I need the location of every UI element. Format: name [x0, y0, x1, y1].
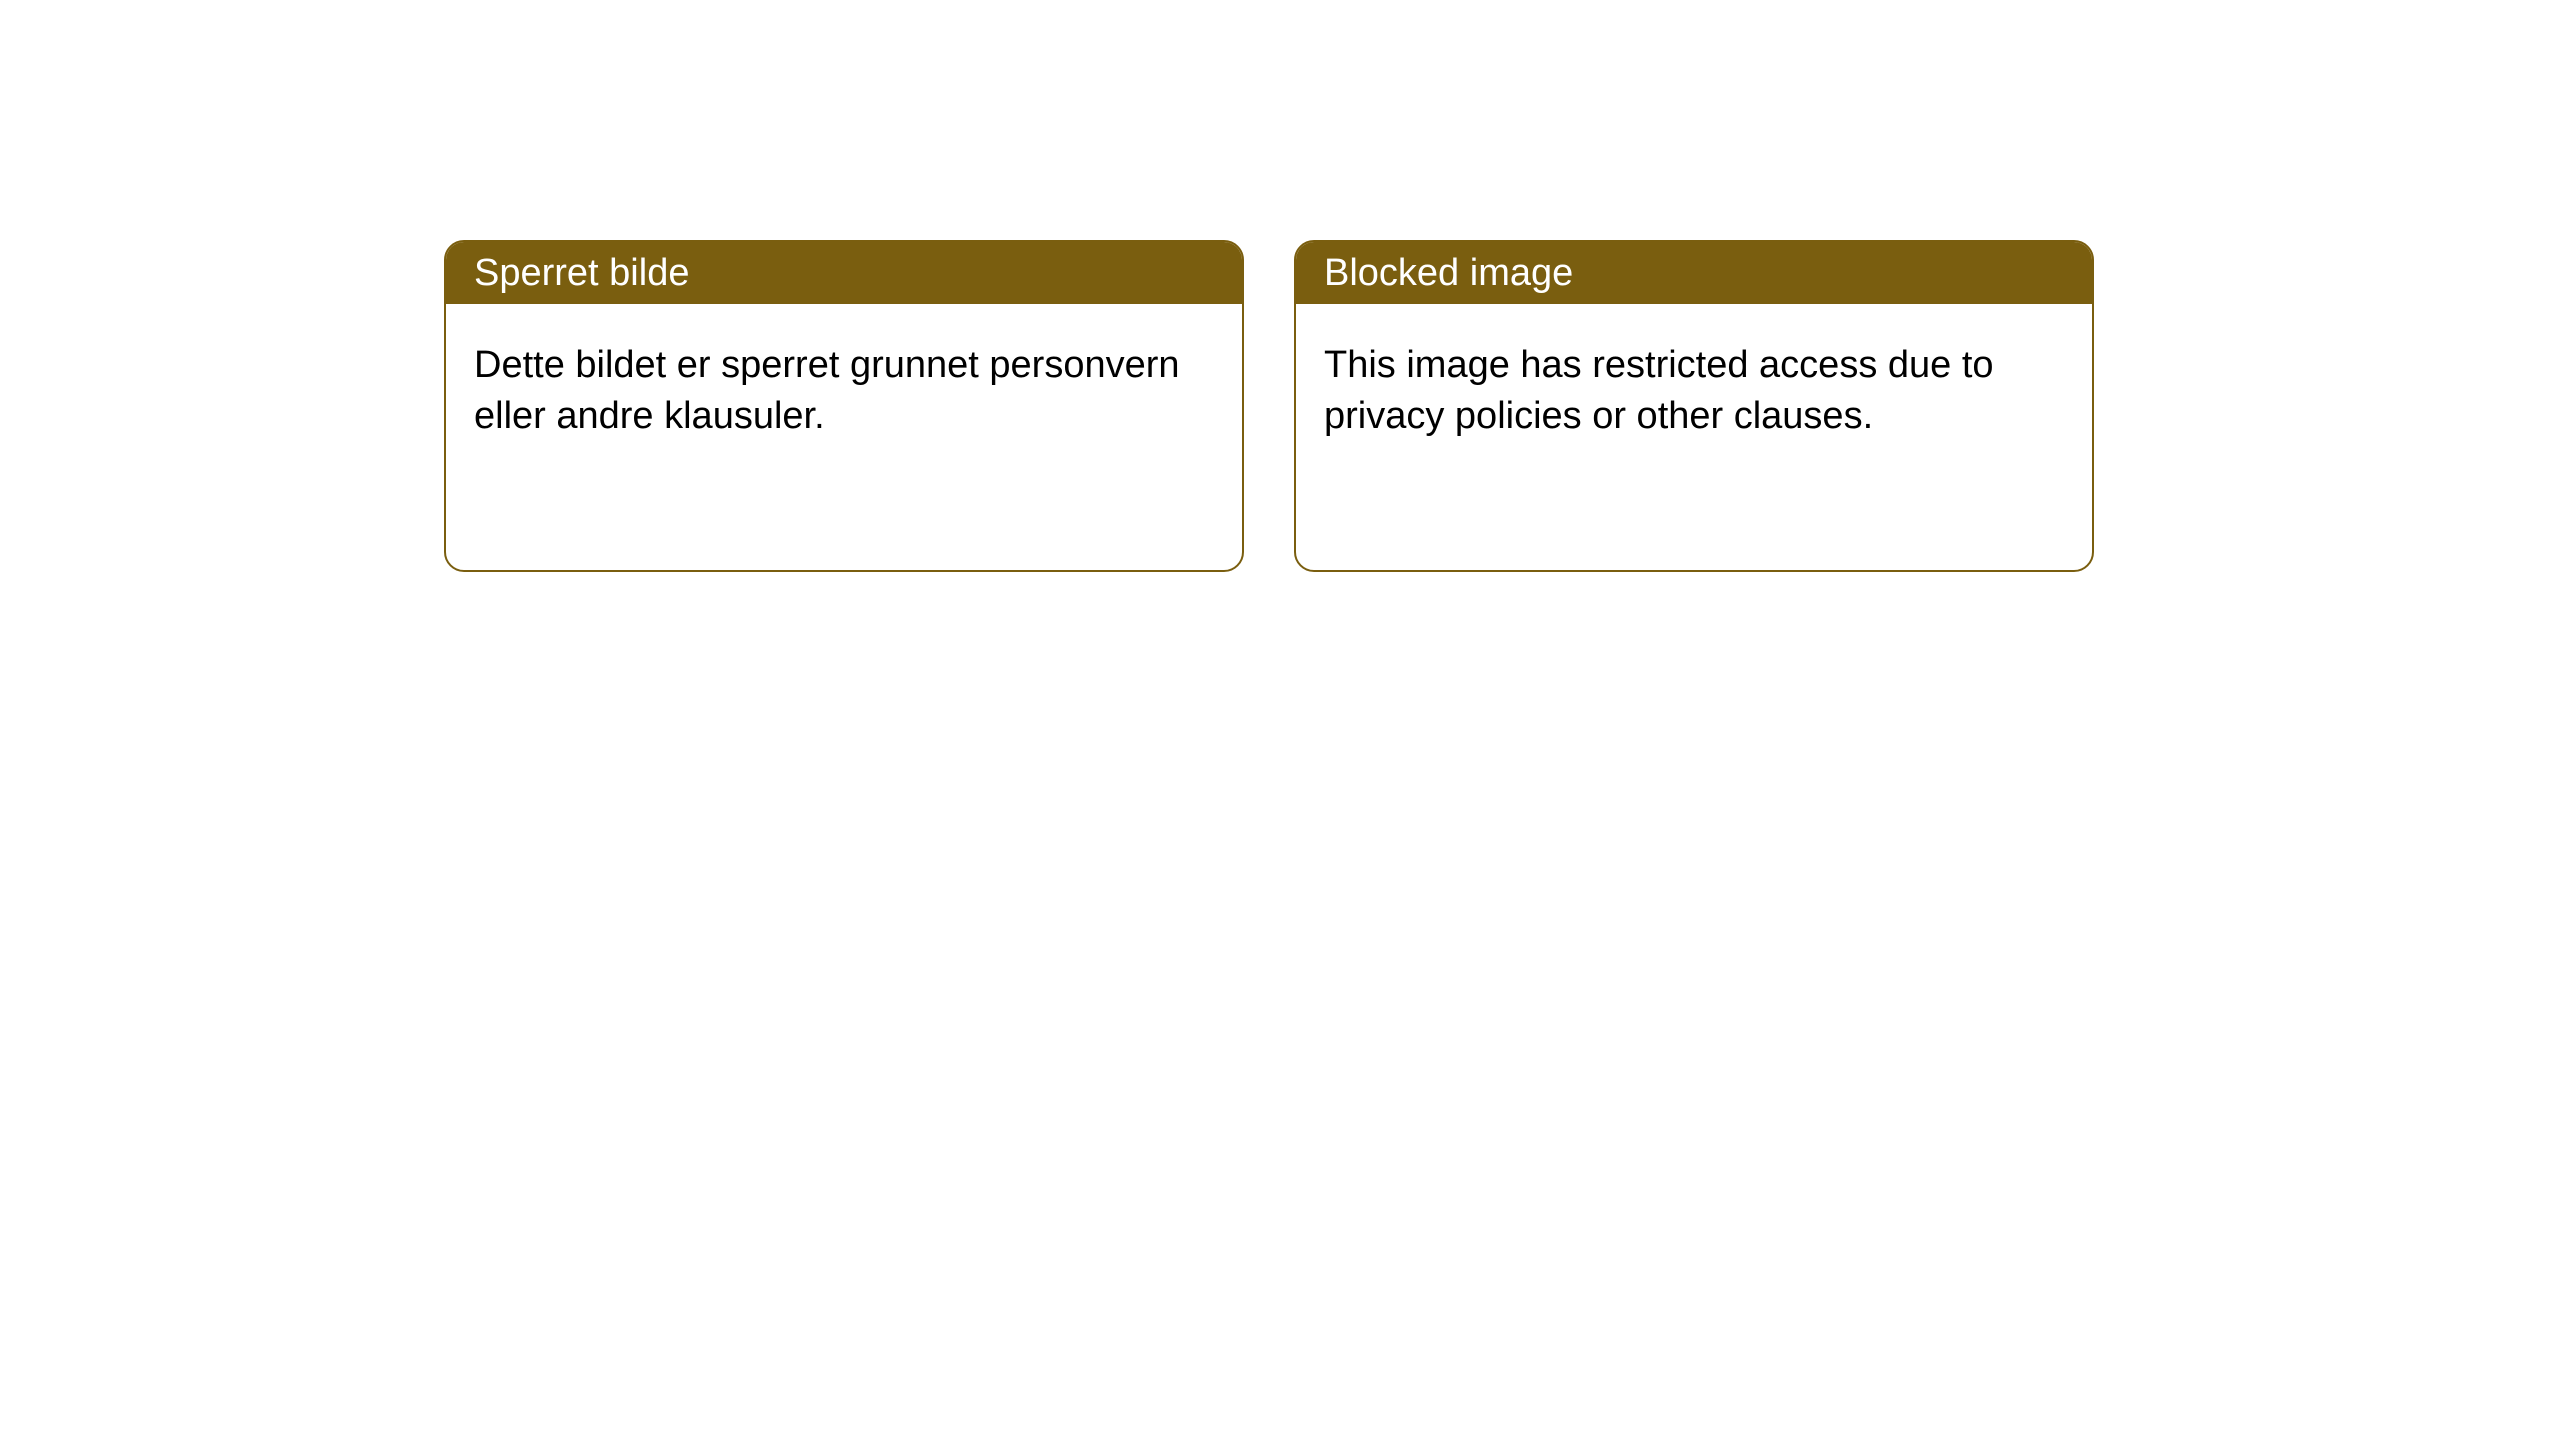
- card-body-text: This image has restricted access due to …: [1324, 344, 1994, 437]
- card-header: Sperret bilde: [446, 242, 1242, 304]
- blocked-image-card-en: Blocked image This image has restricted …: [1294, 240, 2094, 572]
- card-body-text: Dette bildet er sperret grunnet personve…: [474, 344, 1180, 437]
- notice-container: Sperret bilde Dette bildet er sperret gr…: [0, 0, 2560, 572]
- blocked-image-card-no: Sperret bilde Dette bildet er sperret gr…: [444, 240, 1244, 572]
- card-body: This image has restricted access due to …: [1296, 304, 2092, 479]
- card-header: Blocked image: [1296, 242, 2092, 304]
- card-body: Dette bildet er sperret grunnet personve…: [446, 304, 1242, 479]
- card-title: Blocked image: [1324, 252, 1573, 295]
- card-title: Sperret bilde: [474, 252, 689, 295]
